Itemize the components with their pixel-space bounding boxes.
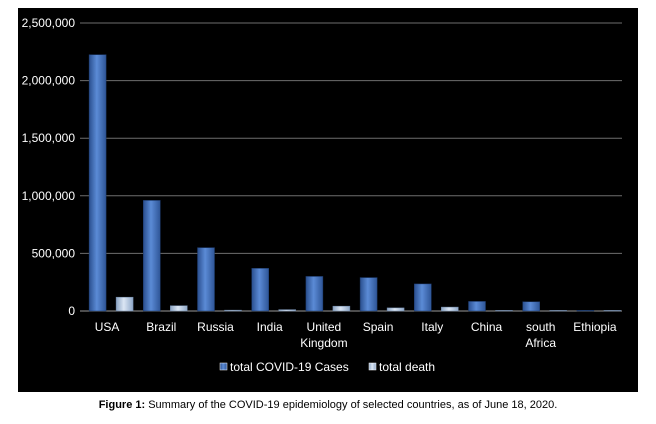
figure-caption: Figure 1: Summary of the COVID-19 epidem…	[0, 399, 656, 411]
y-tick-label: 2,500,000	[22, 16, 76, 30]
death-bar-6	[441, 306, 459, 312]
x-tick-label: Kingdom	[300, 336, 347, 350]
legend: total COVID-19 Cases total death	[219, 360, 435, 374]
x-tick-label: south	[526, 320, 555, 334]
y-tick-label: 500,000	[32, 246, 76, 260]
y-axis-ticks: 0 500,000 1,000,000 1,500,000 2,000,000 2,500…	[22, 16, 76, 318]
cases-bar-0	[88, 54, 107, 312]
x-tick-label: Brazil	[146, 320, 176, 334]
legend-label-0: total COVID-19 Cases	[230, 360, 349, 374]
x-tick-label: Spain	[363, 320, 394, 334]
cases-bar-1	[143, 200, 161, 312]
x-tick-label: USA	[95, 320, 120, 334]
x-tick-label: Africa	[525, 336, 556, 350]
death-bar-2	[224, 309, 242, 312]
death-bar-3	[278, 309, 296, 312]
x-tick-label: United	[307, 320, 342, 334]
x-tick-label: India	[257, 320, 283, 334]
bars	[88, 54, 622, 312]
death-bar-1	[170, 305, 188, 312]
legend-swatch-0	[219, 362, 228, 371]
y-tick-label: 0	[68, 304, 75, 318]
death-bar-0	[115, 296, 134, 312]
legend-swatch-1	[368, 362, 377, 371]
cases-bar-9	[576, 310, 595, 312]
death-bar-8	[549, 310, 567, 312]
x-tick-label: Ethiopia	[573, 320, 617, 334]
chart-container: 0 500,000 1,000,000 1,500,000 2,000,000 2,500…	[18, 8, 638, 392]
cases-bar-3	[251, 268, 269, 312]
x-tick-label: China	[471, 320, 503, 334]
x-tick-label: Russia	[197, 320, 234, 334]
death-bar-5	[386, 307, 405, 312]
cases-bar-6	[414, 283, 432, 312]
bar-chart: 0 500,000 1,000,000 1,500,000 2,000,000 2,500…	[22, 16, 622, 374]
y-tick-label: 1,000,000	[22, 189, 76, 203]
cases-bar-4	[305, 276, 324, 312]
gridlines	[80, 22, 622, 312]
cases-bar-2	[197, 247, 215, 312]
death-bar-7	[495, 310, 513, 312]
cases-bar-7	[468, 301, 486, 312]
caption-label: Figure 1:	[98, 399, 146, 411]
x-axis-labels: USA Brazil Russia India United Kingdom Spain It…	[95, 320, 617, 350]
y-tick-label: 2,000,000	[22, 74, 76, 88]
legend-label-1: total death	[379, 360, 435, 374]
cases-bar-5	[359, 277, 378, 312]
x-tick-label: Italy	[421, 320, 443, 334]
death-bar-9	[603, 310, 622, 312]
y-tick-label: 1,500,000	[22, 131, 76, 145]
caption-text: Summary of the COVID-19 epidemiology of …	[148, 399, 558, 411]
cases-bar-8	[522, 301, 540, 312]
death-bar-4	[332, 305, 351, 312]
